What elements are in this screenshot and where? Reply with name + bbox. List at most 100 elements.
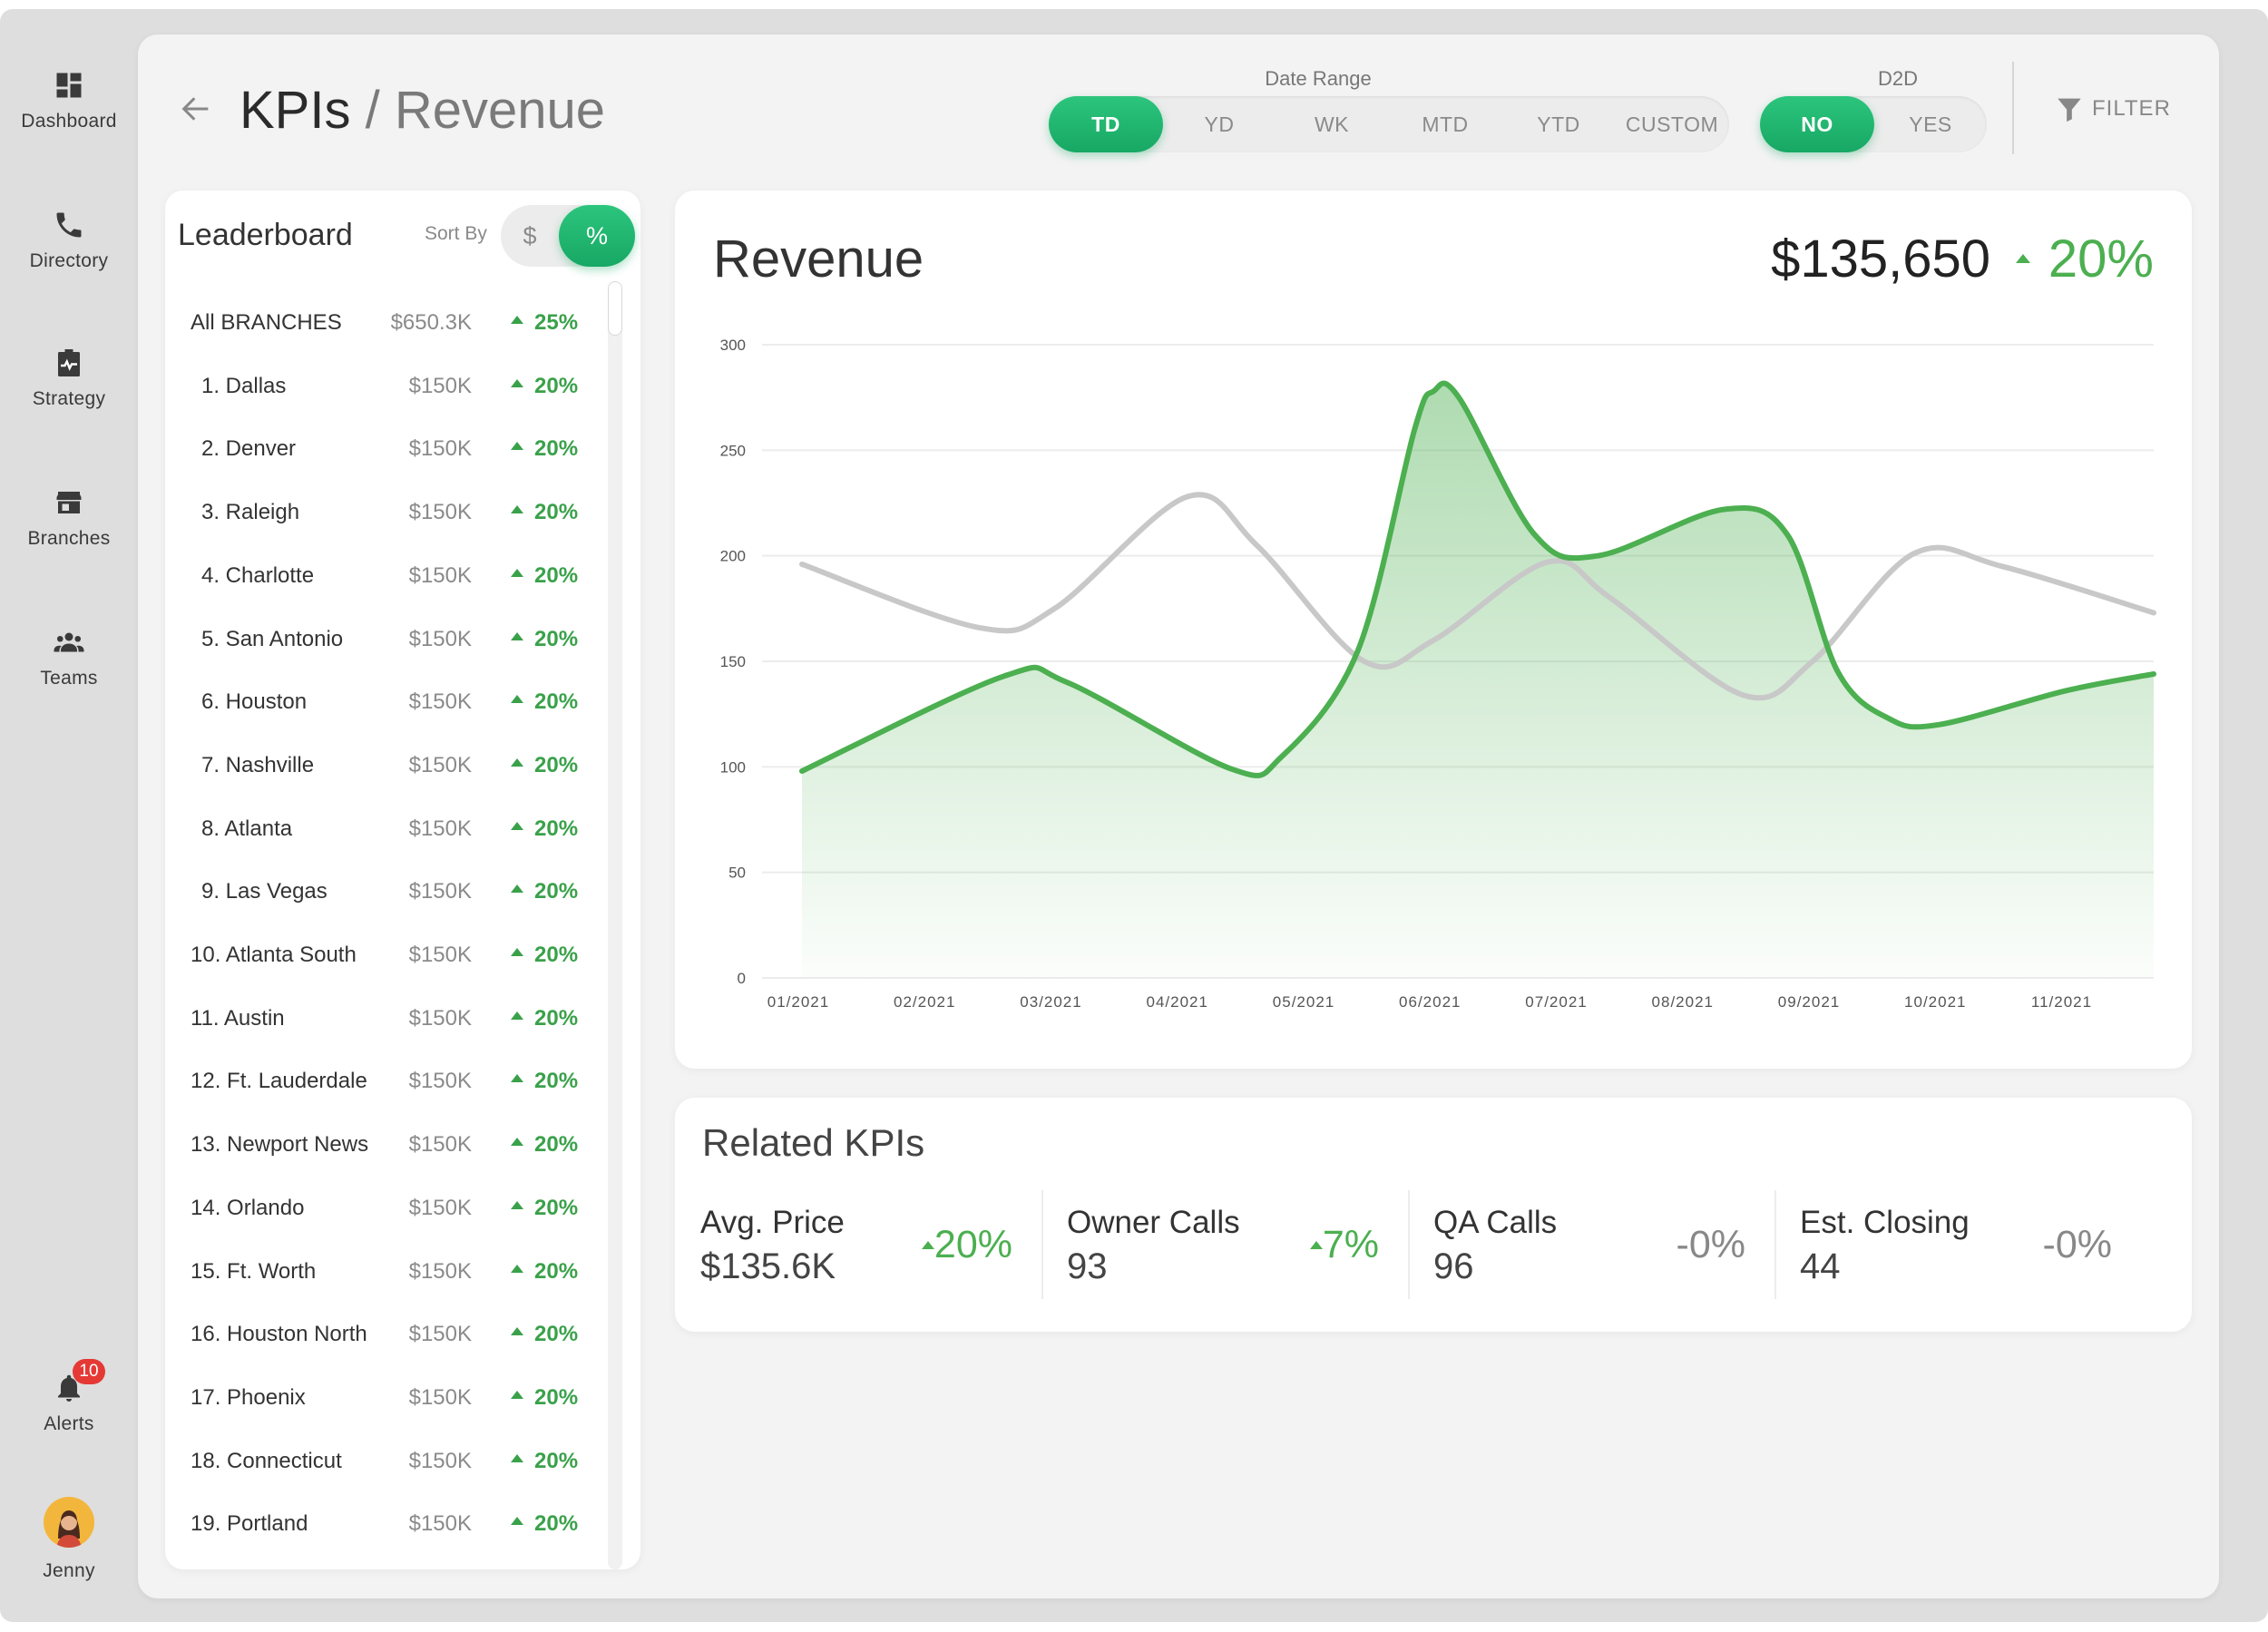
branch-name: 16. Houston North (191, 1322, 367, 1347)
x-tick-label: 09/2021 (1778, 993, 1840, 1011)
kpi-label: QA Calls (1433, 1205, 1558, 1240)
branch-revenue: $150K (408, 1448, 472, 1473)
kpi-item[interactable]: QA Calls 96 -0% (1408, 1190, 1774, 1301)
branch-change: 20% (534, 816, 579, 841)
kpi-item[interactable]: Owner Calls 93 7% (1041, 1190, 1408, 1301)
branch-revenue: $150K (408, 500, 472, 525)
leaderboard-row[interactable]: 9. Las Vegas $150K 20% (165, 872, 591, 908)
date-range-mtd[interactable]: MTD (1422, 112, 1469, 136)
nav-user[interactable]: Jenny (0, 1497, 138, 1582)
kpi-change: -0% (2042, 1223, 2112, 1266)
nav-directory[interactable]: Directory (0, 209, 138, 272)
bell-icon (58, 1374, 80, 1402)
leaderboard-row[interactable]: 8. Atlanta $150K 20% (165, 809, 591, 845)
y-tick-label: 300 (720, 337, 746, 354)
leaderboard-scrollbar[interactable] (608, 281, 622, 1569)
trend-up-icon (511, 631, 523, 640)
trend-up-icon (511, 948, 523, 956)
storefront-icon (56, 492, 82, 513)
trend-up-icon (511, 695, 523, 704)
branch-revenue: $150K (408, 1195, 472, 1220)
sort-percent[interactable]: % (559, 205, 635, 267)
leaderboard-row[interactable]: 1. Dallas $150K 20% (165, 366, 591, 403)
branch-revenue: $150K (408, 626, 472, 651)
main-panel: KPIs / Revenue Date Range TD YD WK MTD Y… (138, 34, 2219, 1598)
nav-teams[interactable]: Teams (0, 626, 138, 689)
leaderboard-row[interactable]: 13. Newport News $150K 20% (165, 1125, 591, 1161)
branch-revenue: $150K (408, 752, 472, 777)
kpi-item[interactable]: Est. Closing 44 -0% (1774, 1190, 2141, 1301)
date-range-custom[interactable]: CUSTOM (1625, 112, 1719, 136)
y-tick-label: 250 (720, 442, 746, 459)
x-tick-label: 10/2021 (1904, 993, 1966, 1011)
branch-revenue: $150K (408, 373, 472, 398)
d2d-yes[interactable]: YES (1909, 112, 1952, 136)
trend-up-icon (511, 568, 523, 577)
x-tick-label: 03/2021 (1020, 993, 1081, 1011)
leaderboard-row[interactable]: 2. Denver $150K 20% (165, 429, 591, 465)
leaderboard-row[interactable]: 11. Austin $150K 20% (165, 999, 591, 1035)
kpi-value: $135.6K (700, 1246, 836, 1286)
nav-label: Directory (29, 250, 109, 271)
kpi-label: Owner Calls (1067, 1205, 1240, 1240)
branch-name: 2. Denver (201, 436, 297, 462)
filter-label: FILTER (2092, 96, 2171, 121)
leaderboard-row[interactable]: 15. Ft. Worth $150K 20% (165, 1252, 591, 1288)
kpi-item[interactable]: Avg. Price $135.6K 20% (675, 1190, 1041, 1301)
date-range-ytd[interactable]: YTD (1537, 112, 1580, 136)
branch-revenue: $150K (408, 879, 472, 904)
trend-up-icon (511, 1453, 523, 1462)
leaderboard-row[interactable]: 5. San Antonio $150K 20% (165, 620, 591, 656)
leaderboard-scroll-thumb[interactable] (608, 281, 622, 336)
date-range-label: Date Range (1265, 67, 1372, 90)
nav-branches[interactable]: Branches (0, 486, 138, 550)
date-range-toggle: TD YD WK MTD YTD CUSTOM (1049, 96, 1729, 152)
branch-revenue: $150K (408, 1132, 472, 1158)
x-tick-label: 02/2021 (894, 993, 955, 1011)
branch-change: 20% (534, 1195, 579, 1220)
leaderboard-row[interactable]: 18. Connecticut $150K 20% (165, 1441, 591, 1478)
kpi-label: Est. Closing (1800, 1205, 1970, 1240)
trend-up-icon (511, 1327, 523, 1336)
leaderboard-row[interactable]: 3. Raleigh $150K 20% (165, 493, 591, 529)
d2d-label: D2D (1877, 67, 1918, 90)
breadcrumb-separator: / (365, 81, 380, 140)
leaderboard-row[interactable]: 4. Charlotte $150K 20% (165, 556, 591, 592)
trend-up-icon (511, 757, 523, 767)
y-tick-label: 150 (720, 653, 746, 670)
leaderboard-row[interactable]: 17. Phoenix $150K 20% (165, 1378, 591, 1414)
nav-dashboard[interactable]: Dashboard (0, 69, 138, 132)
trend-up-icon (511, 1390, 523, 1399)
clipboard-pulse-icon (58, 349, 80, 376)
x-tick-label: 11/2021 (2031, 993, 2092, 1011)
date-range-yd[interactable]: YD (1204, 112, 1235, 136)
branch-name: 10. Atlanta South (191, 943, 357, 967)
leaderboard-row[interactable]: 12. Ft. Lauderdale $150K 20% (165, 1061, 591, 1098)
d2d-no[interactable]: NO (1760, 96, 1874, 152)
leaderboard-row[interactable]: 19. Portland $150K 20% (165, 1504, 591, 1540)
date-range-td[interactable]: TD (1049, 96, 1163, 152)
leaderboard-row[interactable]: 7. Nashville $150K 20% (165, 746, 591, 782)
back-arrow-icon[interactable] (178, 91, 214, 127)
sort-by-label: Sort By (425, 223, 487, 244)
branch-revenue: $650.3K (390, 310, 472, 335)
branch-change: 20% (534, 562, 579, 588)
branch-revenue: $150K (408, 1005, 472, 1031)
branch-name: 4. Charlotte (201, 562, 315, 588)
sort-dollar[interactable]: $ (523, 222, 537, 249)
kpi-change: -0% (1676, 1223, 1745, 1266)
leaderboard-row[interactable]: 16. Houston North $150K 20% (165, 1314, 591, 1351)
branch-name: 8. Atlanta (201, 816, 293, 841)
filter-button[interactable]: FILTER (2054, 91, 2171, 127)
kpi-divider (1774, 1190, 1776, 1299)
nav-alerts[interactable]: 10 Alerts (0, 1359, 138, 1435)
leaderboard-row-all[interactable]: All BRANCHES $650.3K 25% (165, 303, 591, 339)
date-range-wk[interactable]: WK (1314, 112, 1350, 136)
leaderboard-row[interactable]: 14. Orlando $150K 20% (165, 1188, 591, 1225)
leaderboard-row[interactable]: 6. Houston $150K 20% (165, 682, 591, 718)
leaderboard-row[interactable]: 10. Atlanta South $150K 20% (165, 935, 591, 972)
sidebar: Dashboard Directory Strategy Branches Te… (0, 9, 138, 1622)
y-tick-label: 0 (738, 970, 746, 987)
nav-strategy[interactable]: Strategy (0, 347, 138, 410)
leaderboard-card: Leaderboard Sort By $ % All BRANCHES $650… (165, 191, 640, 1569)
